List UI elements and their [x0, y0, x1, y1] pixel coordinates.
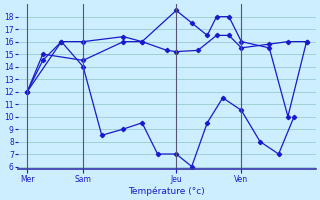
X-axis label: Température (°c): Température (°c) [129, 186, 205, 196]
